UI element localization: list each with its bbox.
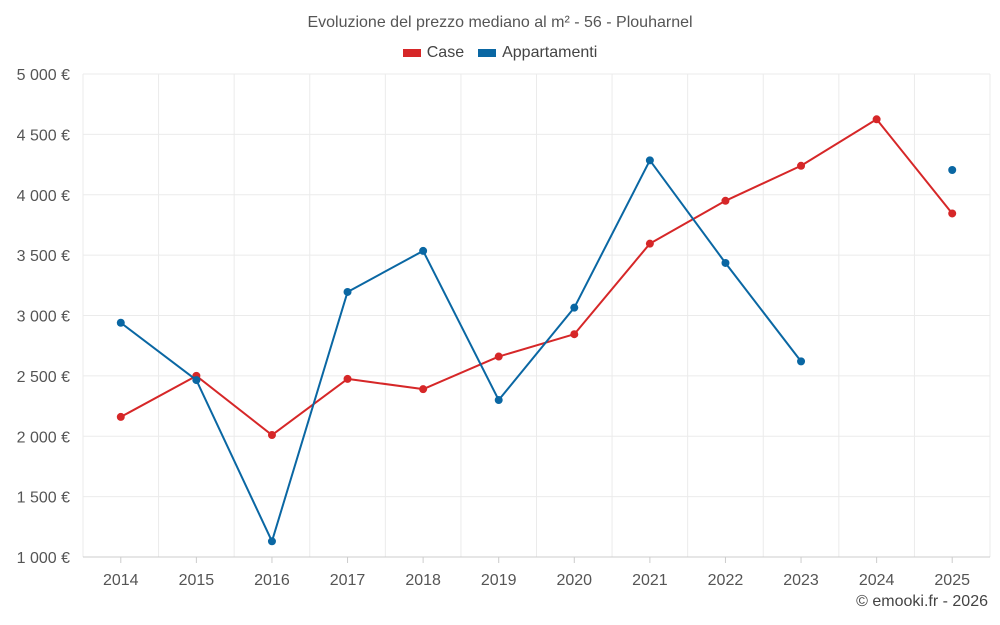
- credit-text: © emooki.fr - 2026: [856, 593, 988, 610]
- data-point-case[interactable]: [645, 239, 654, 248]
- data-point-case[interactable]: [419, 385, 428, 394]
- x-tick-label: 2018: [405, 572, 441, 589]
- data-point-appartamenti[interactable]: [570, 303, 579, 312]
- data-point-case[interactable]: [116, 412, 125, 421]
- y-tick-label: 2 500 €: [17, 369, 70, 386]
- y-tick-label: 4 000 €: [17, 188, 70, 205]
- x-tick-label: 2025: [934, 572, 970, 589]
- series-line-case: [120, 118, 953, 437]
- y-tick-label: 5 000 €: [17, 67, 70, 84]
- legend: Case Appartamenti: [0, 44, 1000, 62]
- legend-swatch-case: [402, 49, 421, 57]
- data-point-case[interactable]: [721, 196, 730, 205]
- x-tick-label: 2017: [330, 572, 366, 589]
- data-point-case[interactable]: [797, 161, 806, 170]
- data-point-appartamenti[interactable]: [419, 246, 428, 255]
- data-point-case[interactable]: [570, 330, 579, 339]
- legend-swatch-appartamenti: [478, 49, 497, 57]
- y-tick-label: 1 500 €: [17, 490, 70, 507]
- series-line-appartamenti: [120, 159, 802, 543]
- x-tick-label: 2020: [556, 572, 592, 589]
- x-tick-label: 2014: [103, 572, 139, 589]
- y-tick-label: 2 000 €: [17, 429, 70, 446]
- x-tick-label: 2016: [254, 572, 290, 589]
- legend-label-appartamenti: Appartamenti: [502, 44, 598, 61]
- data-point-appartamenti[interactable]: [797, 357, 806, 366]
- data-point-appartamenti[interactable]: [343, 287, 352, 296]
- data-point-appartamenti[interactable]: [494, 396, 503, 405]
- data-point-appartamenti[interactable]: [267, 537, 276, 546]
- x-tick-label: 2015: [179, 572, 215, 589]
- y-tick-label: 4 500 €: [17, 127, 70, 144]
- data-point-case[interactable]: [267, 431, 276, 440]
- data-point-appartamenti[interactable]: [645, 156, 654, 165]
- data-point-case[interactable]: [343, 374, 352, 383]
- data-point-appartamenti[interactable]: [116, 318, 125, 327]
- data-point-case[interactable]: [948, 209, 957, 218]
- legend-item-appartamenti[interactable]: Appartamenti: [478, 44, 597, 62]
- y-tick-label: 3 500 €: [17, 248, 70, 265]
- x-tick-label: 2019: [481, 572, 517, 589]
- legend-item-case[interactable]: Case: [402, 44, 465, 62]
- x-tick-label: 2023: [783, 572, 819, 589]
- legend-label-case: Case: [426, 44, 465, 61]
- data-point-appartamenti[interactable]: [192, 376, 201, 385]
- data-point-case[interactable]: [494, 352, 503, 361]
- y-tick-label: 3 000 €: [17, 309, 70, 326]
- x-tick-label: 2024: [859, 572, 895, 589]
- y-tick-label: 1 000 €: [17, 550, 70, 567]
- data-point-appartamenti[interactable]: [721, 258, 730, 267]
- chart-title: Evoluzione del prezzo mediano al m² - 56…: [307, 14, 693, 31]
- data-point-appartamenti[interactable]: [948, 165, 957, 174]
- x-tick-label: 2022: [708, 572, 744, 589]
- data-point-case[interactable]: [872, 115, 881, 124]
- x-tick-label: 2021: [632, 572, 668, 589]
